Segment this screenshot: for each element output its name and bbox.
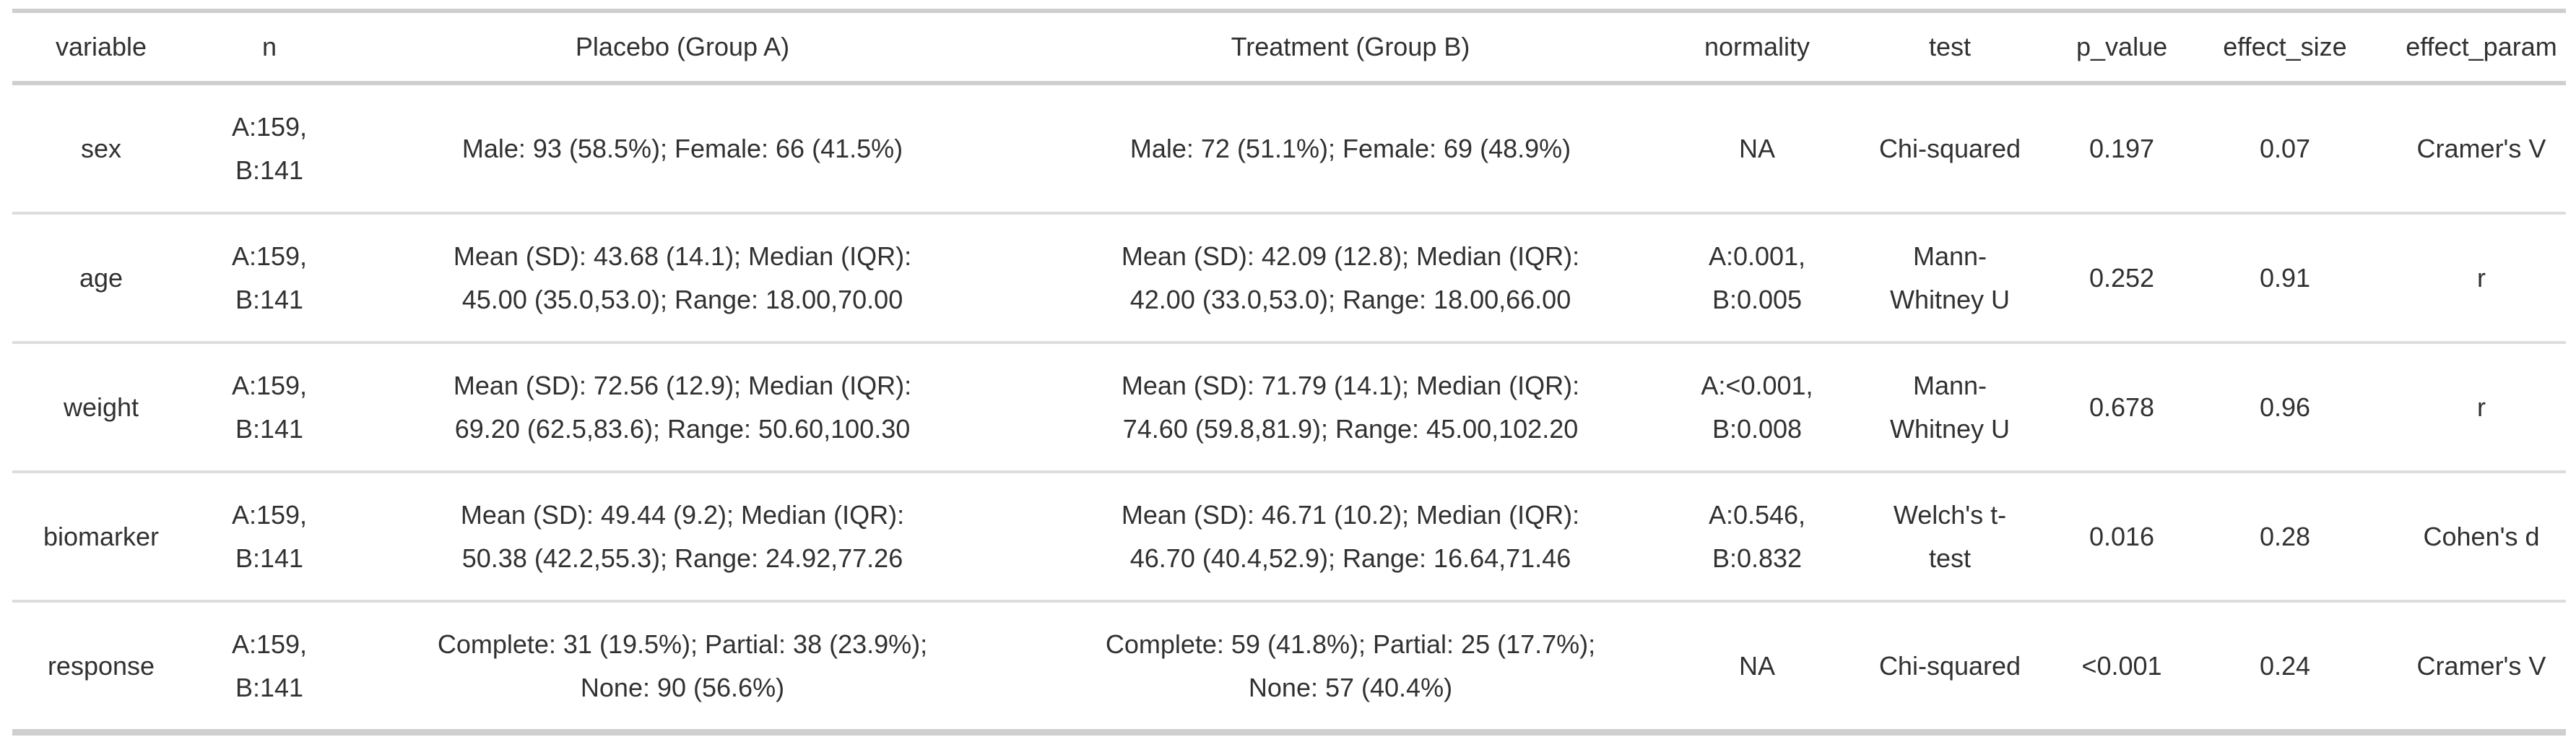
cell-test: Chi-squared <box>1829 600 2070 733</box>
cell-effect-param: r <box>2397 341 2566 472</box>
table-body: sex A:159, B:141 Male: 93 (58.5%); Femal… <box>12 83 2566 733</box>
cell-normality: NA <box>1685 600 1829 733</box>
cell-placebo: Male: 93 (58.5%); Female: 66 (41.5%) <box>461 133 903 163</box>
cell-effect-param: r <box>2397 212 2566 342</box>
column-header-n: n <box>190 11 349 85</box>
cell-test: Chi-squared <box>1878 133 2021 163</box>
cell-p-value: 0.678 <box>2070 341 2173 472</box>
cell-n: A:159, B:141 <box>190 600 349 733</box>
cell-placebo: Complete: 31 (19.5%); Partial: 38 (23.9%… <box>349 600 1016 733</box>
cell-effect-size: 0.24 <box>2173 600 2397 733</box>
column-header-variable: variable <box>12 11 190 85</box>
cell-n: A:159, B:141 <box>231 112 308 185</box>
table-row-weight: weight A:159, B:141 Mean (SD): 72.56 (12… <box>12 341 2566 472</box>
table-row-age: age A:159, B:141 Mean (SD): 43.68 (14.1)… <box>12 212 2566 342</box>
cell-test: Mann- Whitney U <box>1829 212 2070 342</box>
cell-variable: weight <box>12 341 190 472</box>
cell-n: A:159, B:141 <box>190 470 349 601</box>
cell-effect-param: Cohen's d <box>2397 470 2566 601</box>
cell-treatment: Male: 72 (51.1%); Female: 69 (48.9%) <box>1129 133 1571 163</box>
column-header-test: test <box>1829 11 2070 85</box>
column-header-effect-size: effect_size <box>2173 11 2397 85</box>
cell-variable: biomarker <box>12 470 190 601</box>
cell-test: Welch's t- test <box>1829 470 2070 601</box>
cell-treatment: Mean (SD): 71.79 (14.1); Median (IQR): 7… <box>1016 341 1685 472</box>
cell-treatment: Mean (SD): 42.09 (12.8); Median (IQR): 4… <box>1016 212 1685 342</box>
column-header-placebo: Placebo (Group A) <box>349 11 1016 85</box>
column-header-treatment: Treatment (Group B) <box>1016 11 1685 85</box>
cell-test: Mann- Whitney U <box>1829 341 2070 472</box>
cell-treatment: Complete: 59 (41.8%); Partial: 25 (17.7%… <box>1016 600 1685 733</box>
table-header: variable n Placebo (Group A) Treatment (… <box>12 11 2566 85</box>
header-row: variable n Placebo (Group A) Treatment (… <box>12 11 2566 85</box>
column-header-normality: normality <box>1685 11 1829 85</box>
cell-placebo: Mean (SD): 72.56 (12.9); Median (IQR): 6… <box>349 341 1016 472</box>
cell-p-value: <0.001 <box>2070 600 2173 733</box>
cell-effect-size: 0.28 <box>2173 470 2397 601</box>
cell-normality: A:0.546, B:0.832 <box>1685 470 1829 601</box>
cell-variable: sex <box>80 133 122 163</box>
cell-effect-param: Cramer's V <box>2416 133 2546 163</box>
cell-normality: A:<0.001, B:0.008 <box>1685 341 1829 472</box>
cell-normality: NA <box>1738 133 1775 163</box>
column-header-effect-param: effect_param <box>2397 11 2566 85</box>
table-row-biomarker: biomarker A:159, B:141 Mean (SD): 49.44 … <box>12 470 2566 601</box>
cell-placebo: Mean (SD): 43.68 (14.1); Median (IQR): 4… <box>349 212 1016 342</box>
cell-placebo: Mean (SD): 49.44 (9.2); Median (IQR): 50… <box>349 470 1016 601</box>
cell-p-value: 0.197 <box>2089 133 2155 163</box>
cell-effect-size: 0.07 <box>2259 133 2311 163</box>
cell-treatment: Mean (SD): 46.71 (10.2); Median (IQR): 4… <box>1016 470 1685 601</box>
cell-p-value: 0.252 <box>2070 212 2173 342</box>
cell-n: A:159, B:141 <box>190 212 349 342</box>
cell-effect-size: 0.96 <box>2173 341 2397 472</box>
cell-effect-param: Cramer's V <box>2397 600 2566 733</box>
table-row-sex: sex A:159, B:141 Male: 93 (58.5%); Femal… <box>12 83 2566 213</box>
cell-variable: age <box>12 212 190 342</box>
cell-normality: A:0.001, B:0.005 <box>1685 212 1829 342</box>
group-comparison-table: variable n Placebo (Group A) Treatment (… <box>12 9 2566 736</box>
table-row-response: response A:159, B:141 Complete: 31 (19.5… <box>12 600 2566 733</box>
cell-n: A:159, B:141 <box>190 341 349 472</box>
cell-p-value: 0.016 <box>2070 470 2173 601</box>
cell-variable: response <box>12 600 190 733</box>
column-header-p-value: p_value <box>2070 11 2173 85</box>
cell-effect-size: 0.91 <box>2173 212 2397 342</box>
